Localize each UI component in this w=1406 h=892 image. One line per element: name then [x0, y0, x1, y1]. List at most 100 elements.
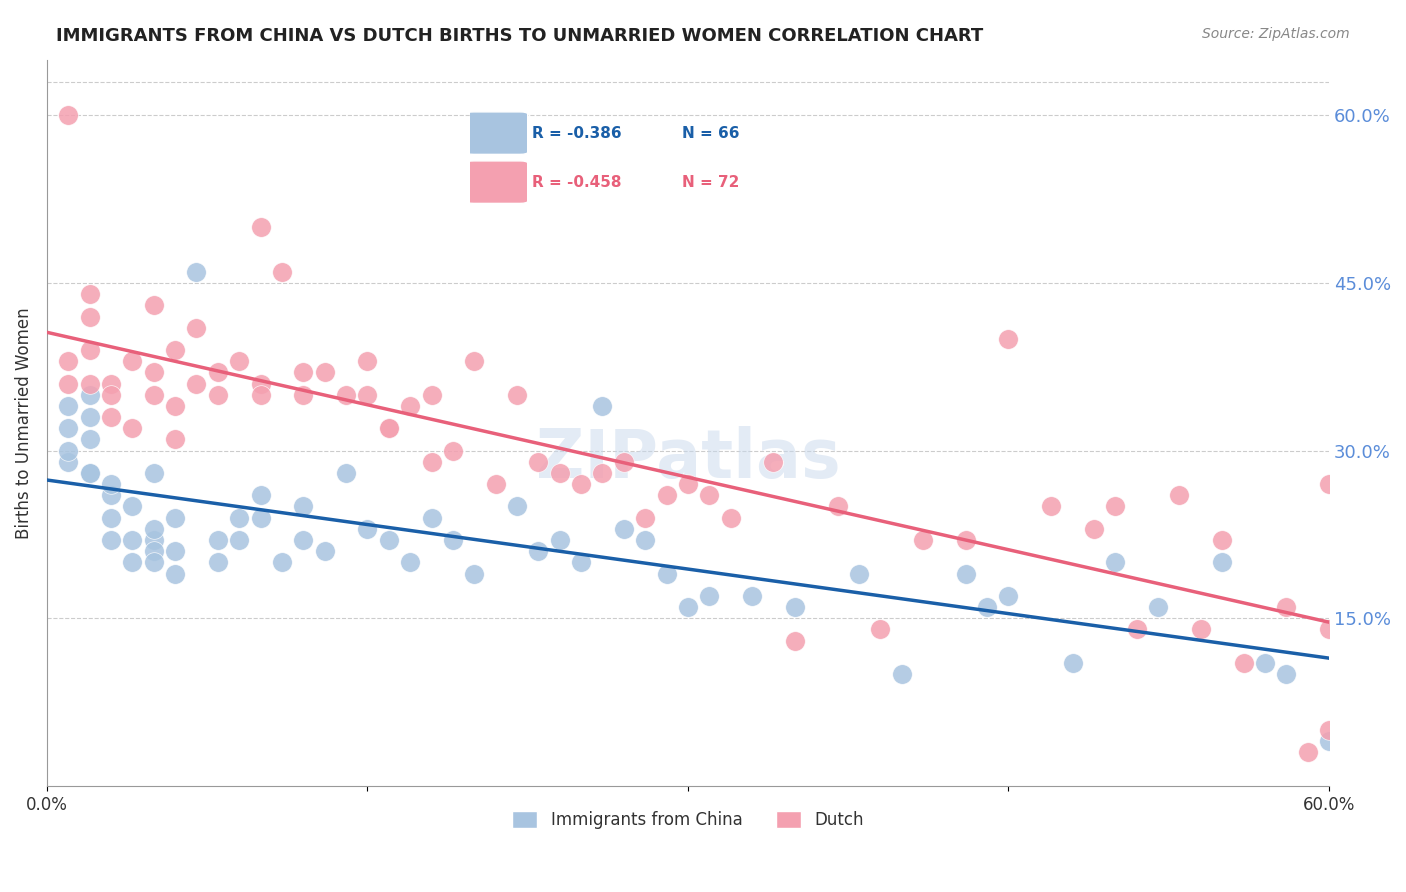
Point [79, 466, 101, 480]
Point [292, 366, 315, 380]
Legend: Immigrants from China, Dutch: Immigrants from China, Dutch [506, 804, 870, 836]
Point [997, 332, 1019, 346]
Point [228, 510, 250, 524]
Point [955, 533, 977, 547]
Point [100, 388, 122, 402]
Point [441, 533, 464, 547]
Point [356, 388, 378, 402]
Point [848, 566, 870, 581]
Point [79, 287, 101, 301]
Point [1104, 500, 1126, 514]
Point [1317, 623, 1340, 637]
Point [697, 488, 720, 502]
Point [100, 533, 122, 547]
Point [186, 320, 208, 334]
Point [527, 455, 550, 469]
Point [1275, 600, 1298, 615]
Point [100, 488, 122, 502]
Point [249, 220, 271, 235]
Point [1083, 522, 1105, 536]
Point [356, 522, 378, 536]
Point [378, 421, 401, 435]
Point [399, 399, 422, 413]
Point [79, 310, 101, 324]
Point [741, 589, 763, 603]
Point [79, 410, 101, 425]
Point [697, 589, 720, 603]
Point [720, 510, 742, 524]
Point [1254, 656, 1277, 670]
Point [527, 544, 550, 558]
Point [121, 555, 143, 569]
Point [1275, 667, 1298, 681]
Point [292, 388, 315, 402]
Point [869, 623, 891, 637]
Point [58, 443, 80, 458]
Point [634, 533, 657, 547]
Point [356, 354, 378, 368]
Point [121, 533, 143, 547]
Point [378, 421, 401, 435]
Point [292, 500, 315, 514]
Point [548, 533, 571, 547]
Point [399, 555, 422, 569]
Point [827, 500, 849, 514]
Text: Source: ZipAtlas.com: Source: ZipAtlas.com [1202, 27, 1350, 41]
Point [569, 477, 592, 491]
Point [592, 466, 614, 480]
Point [186, 376, 208, 391]
Point [335, 466, 357, 480]
Point [79, 388, 101, 402]
Point [1211, 533, 1233, 547]
Point [1317, 734, 1340, 748]
Point [142, 555, 165, 569]
Point [634, 510, 657, 524]
Point [1232, 656, 1254, 670]
Point [271, 265, 294, 279]
Point [1296, 745, 1319, 759]
Point [271, 555, 294, 569]
Point [1040, 500, 1063, 514]
Point [186, 265, 208, 279]
Point [249, 510, 271, 524]
Point [613, 455, 636, 469]
Point [485, 477, 508, 491]
Point [58, 376, 80, 391]
Point [676, 477, 699, 491]
Point [142, 533, 165, 547]
Point [58, 108, 80, 122]
Point [911, 533, 934, 547]
Point [79, 466, 101, 480]
Point [676, 600, 699, 615]
Point [58, 421, 80, 435]
Point [762, 455, 785, 469]
Point [142, 522, 165, 536]
Y-axis label: Births to Unmarried Women: Births to Unmarried Women [15, 307, 32, 539]
Point [1104, 555, 1126, 569]
Point [783, 600, 806, 615]
Point [655, 488, 678, 502]
Point [100, 410, 122, 425]
Point [58, 399, 80, 413]
Point [314, 544, 336, 558]
Point [121, 421, 143, 435]
Point [165, 544, 187, 558]
Point [613, 522, 636, 536]
Point [228, 533, 250, 547]
Point [1147, 600, 1170, 615]
Point [463, 566, 485, 581]
Point [548, 466, 571, 480]
Point [121, 354, 143, 368]
Point [1168, 488, 1191, 502]
Point [121, 500, 143, 514]
Point [441, 443, 464, 458]
Point [207, 388, 229, 402]
Point [420, 455, 443, 469]
Point [207, 555, 229, 569]
Point [249, 376, 271, 391]
Point [378, 533, 401, 547]
Point [228, 354, 250, 368]
Point [1211, 555, 1233, 569]
Point [420, 388, 443, 402]
Point [79, 343, 101, 357]
